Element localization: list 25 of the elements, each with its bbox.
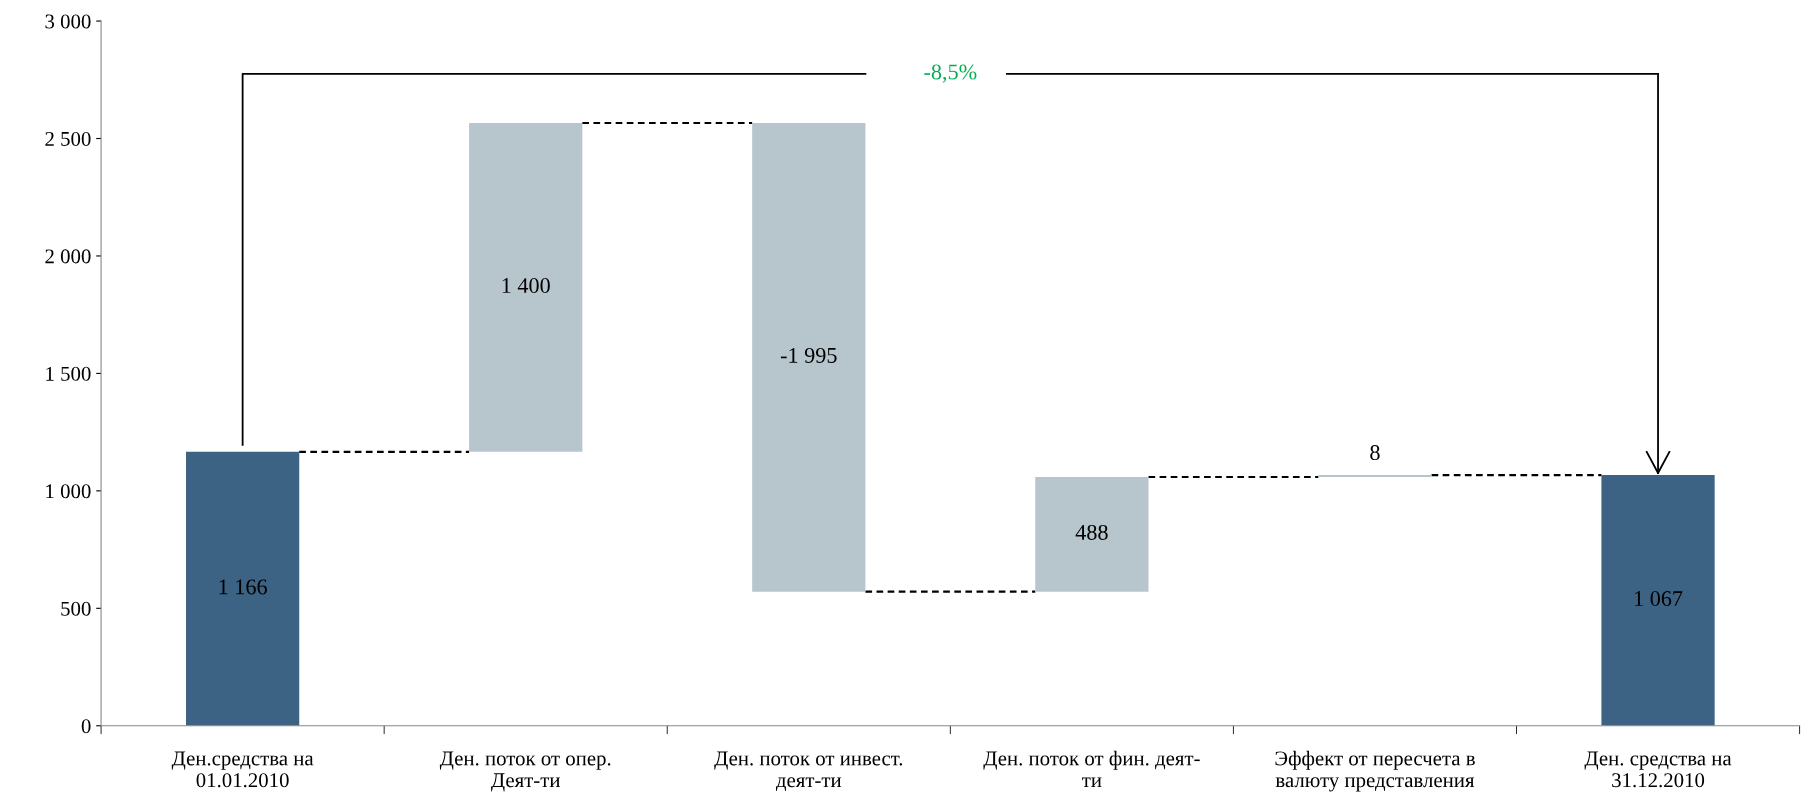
x-tick-label: Ден. средства на 31.12.2010 <box>1584 751 1732 788</box>
y-tick-label: 2 000 <box>45 249 91 264</box>
y-tick-label: 0 <box>81 719 91 734</box>
x-tick-label: Ден. поток от опер. Деят-ти <box>439 751 611 792</box>
x-tick-label: Эффект от пересчета в валюту представления <box>1275 750 1475 792</box>
bar <box>1601 475 1715 726</box>
bar <box>186 451 300 726</box>
y-tick-label: 2 500 <box>45 131 91 146</box>
x-tick-label: Ден. поток от фин. деят- ти <box>983 750 1200 787</box>
data-label: -1 995 <box>780 347 837 363</box>
bar <box>752 123 866 592</box>
data-label: 1 166 <box>219 579 267 595</box>
y-tick-label: 1 000 <box>46 484 91 499</box>
bar <box>1035 477 1149 592</box>
y-tick-label: 3 000 <box>45 14 91 29</box>
y-tick-label: 500 <box>61 601 91 616</box>
x-tick-label: Ден. поток от инвест. деят-ти <box>714 751 903 792</box>
data-label: 1 400 <box>502 278 550 293</box>
data-label: 488 <box>1075 524 1108 540</box>
data-label: 1 067 <box>1635 591 1683 606</box>
annotation: -8,5% <box>924 64 977 83</box>
data-label: 8 <box>1370 445 1380 461</box>
bar <box>469 123 583 452</box>
y-tick-label: 1 500 <box>46 366 91 381</box>
x-tick-label: Ден.средства на 01.01.2010 <box>171 751 314 788</box>
